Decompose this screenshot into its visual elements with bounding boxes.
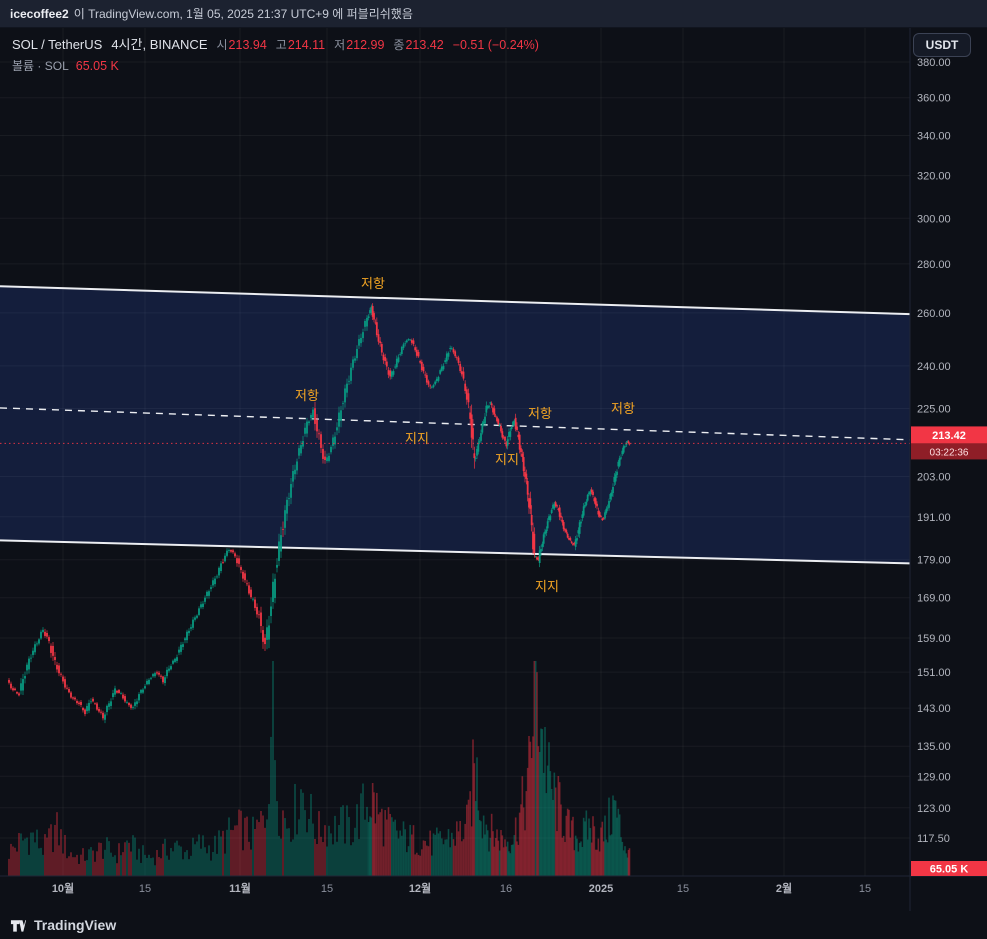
- publish-bar: icecoffee2 이 TradingView.com, 1월 05, 202…: [0, 0, 987, 28]
- footer-brand-bar: TradingView: [0, 911, 987, 939]
- volume-bars: [8, 661, 631, 876]
- svg-text:225.00: 225.00: [917, 403, 951, 415]
- svg-text:213.42: 213.42: [932, 430, 966, 442]
- svg-text:169.00: 169.00: [917, 593, 951, 605]
- svg-text:135.00: 135.00: [917, 741, 951, 753]
- svg-text:340.00: 340.00: [917, 131, 951, 143]
- svg-text:260.00: 260.00: [917, 308, 951, 320]
- svg-text:15: 15: [859, 883, 871, 895]
- svg-text:지지: 지지: [405, 431, 429, 446]
- svg-text:10월: 10월: [52, 881, 74, 895]
- svg-text:11월: 11월: [229, 881, 251, 895]
- svg-text:203.00: 203.00: [917, 472, 951, 484]
- svg-text:저항: 저항: [611, 401, 635, 416]
- svg-text:380.00: 380.00: [917, 57, 951, 69]
- svg-text:117.50: 117.50: [917, 833, 950, 845]
- svg-text:280.00: 280.00: [917, 259, 951, 271]
- svg-text:16: 16: [500, 883, 512, 895]
- svg-text:159.00: 159.00: [917, 633, 951, 645]
- svg-text:15: 15: [321, 883, 333, 895]
- svg-text:03:22:36: 03:22:36: [930, 447, 969, 458]
- publisher-username[interactable]: icecoffee2: [10, 6, 69, 21]
- svg-text:179.00: 179.00: [917, 555, 951, 567]
- svg-text:143.00: 143.00: [917, 703, 951, 715]
- svg-text:360.00: 360.00: [917, 93, 951, 105]
- currency-toggle-button[interactable]: USDT: [913, 33, 971, 57]
- svg-text:129.00: 129.00: [917, 771, 951, 783]
- svg-text:지지: 지지: [495, 452, 519, 467]
- publish-info-text: 이 TradingView.com, 1월 05, 2025 21:37 UTC…: [73, 7, 413, 21]
- svg-text:300.00: 300.00: [917, 213, 951, 225]
- candles: [8, 303, 631, 724]
- chart-area: 저항 저항 저항 저항 지지 지지 지지 380.00 360.00 340.00 320.00 30…: [0, 28, 987, 911]
- svg-text:151.00: 151.00: [917, 667, 951, 679]
- tradingview-wordmark[interactable]: TradingView: [34, 917, 117, 933]
- svg-text:240.00: 240.00: [917, 361, 951, 373]
- svg-text:2월: 2월: [776, 881, 792, 895]
- svg-text:15: 15: [677, 883, 689, 895]
- tradingview-logo-icon[interactable]: [10, 917, 27, 934]
- svg-text:191.00: 191.00: [917, 512, 951, 524]
- svg-text:65.05 K: 65.05 K: [930, 864, 969, 876]
- svg-text:2025: 2025: [589, 883, 613, 895]
- svg-text:저항: 저항: [295, 388, 319, 403]
- svg-text:저항: 저항: [528, 406, 552, 421]
- svg-text:15: 15: [139, 883, 151, 895]
- svg-text:지지: 지지: [535, 579, 559, 594]
- svg-text:저항: 저항: [361, 276, 385, 291]
- svg-text:12월: 12월: [409, 881, 431, 895]
- svg-text:320.00: 320.00: [917, 171, 951, 183]
- svg-text:123.00: 123.00: [917, 803, 951, 815]
